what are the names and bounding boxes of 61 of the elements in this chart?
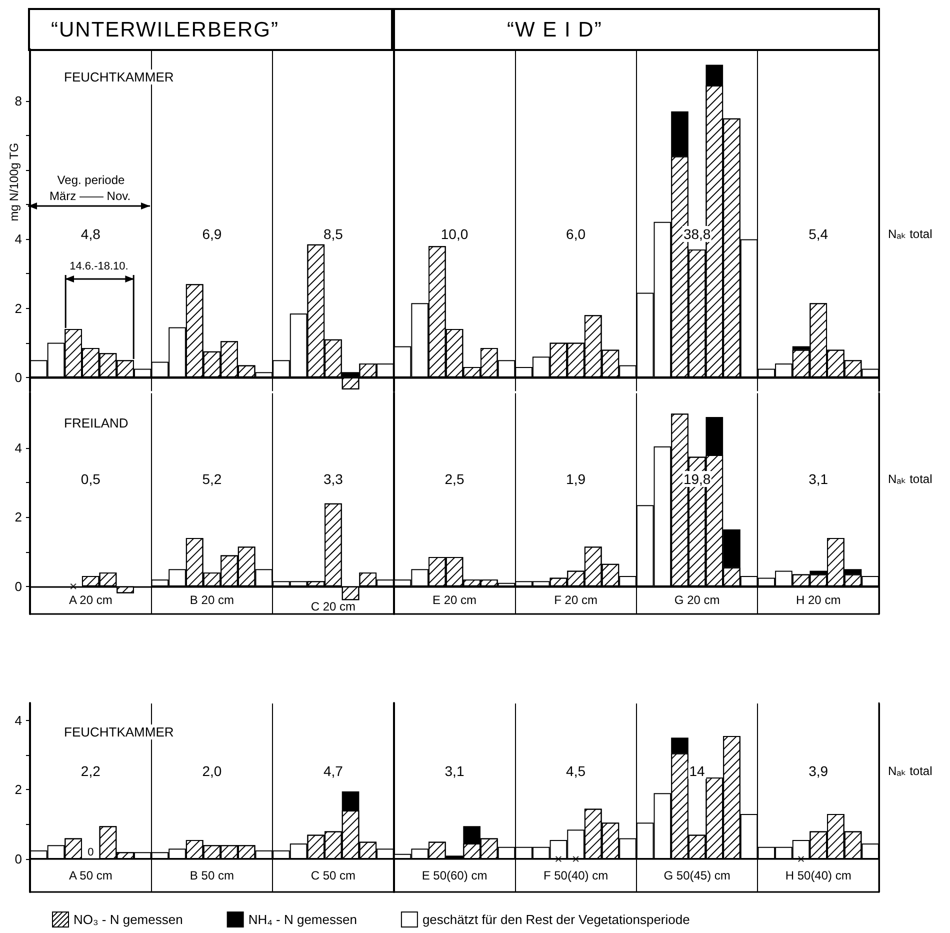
y-tick-label: 2 (14, 782, 22, 797)
y-tick-label: 4 (14, 712, 22, 728)
y-tick-label: 2 (14, 300, 22, 316)
y-axis-title: mg N/100g TG (7, 142, 21, 222)
annotation: 5,4 (808, 226, 830, 242)
y-tick-label: 8 (14, 94, 22, 109)
text: Nₐₖ total (887, 764, 934, 778)
y-tick-label: 0 (14, 578, 22, 594)
text: Nₐₖ total (887, 472, 934, 486)
x-tick-label: A 20 cm (68, 592, 112, 607)
x-tick-label: H 20 cm (796, 592, 841, 607)
x-tick-label: B 20 cm (190, 592, 234, 607)
text: Nₐₖ total (887, 227, 934, 241)
legend-label: NO₃ - N gemessen (74, 912, 183, 926)
legend-label: NH₄ - N gemessen (248, 912, 357, 926)
x-tick-label: F 50(40) cm (543, 868, 608, 882)
annotation: März —— Nov. (48, 189, 132, 203)
annotation: 2,5 (444, 470, 466, 487)
annotation: 5,2 (201, 470, 223, 487)
annotation: 14.6.-18.10. (68, 260, 130, 274)
annotation: 4,8 (80, 226, 102, 242)
y-tick-label: 4 (14, 440, 22, 456)
x-tick-label: F 20 cm (554, 592, 598, 607)
x-tick-label: G 20 cm (674, 592, 720, 607)
annotation: 4,7 (322, 763, 344, 779)
x-tick-label: A 50 cm (68, 868, 112, 882)
x-tick-label: C 20 cm (310, 599, 356, 614)
x-tick-label: E 20 cm (432, 592, 477, 607)
annotation: 1,9 (565, 470, 587, 487)
text: FREILAND (63, 415, 130, 430)
annotation: 3,1 (444, 763, 466, 779)
annotation: 2,0 (201, 763, 223, 779)
x-tick-label: G 50(45) cm (664, 868, 730, 882)
y-tick-label: 4 (14, 232, 22, 247)
annotation: 14 (688, 763, 706, 779)
y-tick-label: 2 (14, 509, 22, 524)
x-tick-label: E 50(60) cm (422, 868, 488, 882)
annotation: 19,8 (682, 470, 712, 487)
annotation: 3,9 (808, 763, 830, 779)
x-tick-label: C 50 cm (310, 868, 356, 882)
annotation: 0,5 (80, 470, 102, 487)
text: FEUCHTKAMMER (63, 724, 175, 740)
annotation: 2,2 (80, 763, 102, 779)
annotation: 4,5 (565, 763, 587, 779)
annotation: 10,0 (440, 226, 470, 242)
text: FEUCHTKAMMER (63, 70, 175, 84)
x-tick-label: B 50 cm (190, 868, 234, 882)
text: “W E I D” (506, 18, 604, 42)
y-tick-label: 0 (14, 370, 22, 385)
annotation: 3,3 (322, 470, 344, 487)
annotation: 8,5 (322, 226, 344, 242)
y-tick-label: 0 (14, 851, 22, 866)
annotation: 6,9 (201, 226, 223, 242)
annotation: Veg. periode (56, 173, 126, 187)
text: “UNTERWILERBERG” (50, 18, 280, 42)
legend-label: geschätzt für den Rest der Vegetationsperiode (422, 912, 690, 926)
annotation: 38,8 (682, 226, 712, 242)
annotation: 6,0 (565, 226, 587, 242)
x-tick-label: H 50(40) cm (785, 868, 852, 882)
annotation: 3,1 (808, 470, 830, 487)
data-label: 0 (88, 846, 94, 858)
